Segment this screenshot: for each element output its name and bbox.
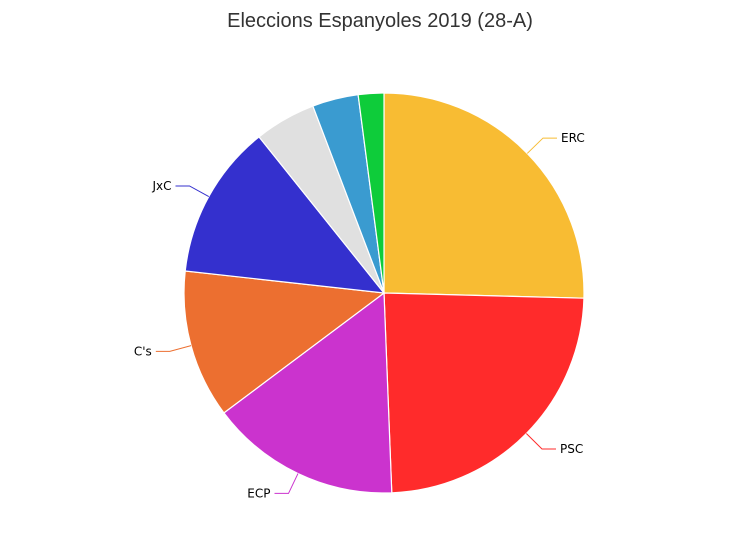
connector-ecp (274, 473, 299, 494)
slice-label-ecp: ECP (247, 486, 270, 500)
slice-label-erc: ERC (561, 131, 585, 145)
pie-slice-erc[interactable] (383, 92, 585, 299)
pie-slices (183, 92, 585, 494)
slice-label-c-s: C's (134, 344, 152, 358)
pie-slice-c-s[interactable] (183, 270, 386, 414)
connector-jxc (175, 185, 210, 198)
connector-c-s (155, 345, 192, 352)
slice-label-jxc: JxC (151, 179, 171, 193)
pie-labels: ERC PSC ECP C's JxC (134, 131, 585, 500)
pie-slice-ecp[interactable] (223, 291, 393, 494)
connector-psc (525, 433, 556, 450)
pie-slice-psc[interactable] (383, 292, 585, 494)
connector-erc (526, 137, 558, 154)
chart-title: Eleccions Espanyoles 2019 (28-A) (227, 10, 533, 32)
pie-slice-slice-8[interactable] (357, 92, 385, 294)
slice-label-psc: PSC (560, 442, 583, 456)
